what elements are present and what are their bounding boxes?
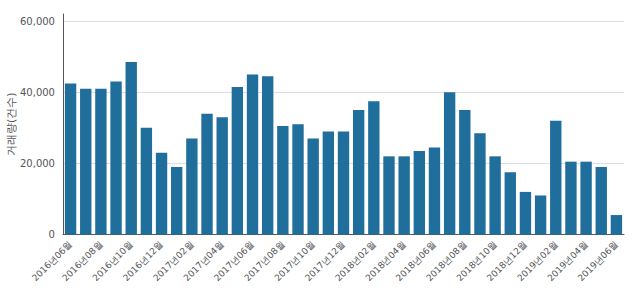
svg-text:2018년10월: 2018년10월 — [454, 239, 499, 284]
svg-text:20,000: 20,000 — [20, 158, 55, 169]
svg-text:2017년02월: 2017년02월 — [151, 239, 196, 284]
svg-text:60,000: 60,000 — [20, 16, 55, 27]
svg-text:2019년02월: 2019년02월 — [515, 239, 560, 284]
svg-text:2017년04월: 2017년04월 — [181, 239, 226, 284]
svg-text:2017년06월: 2017년06월 — [212, 239, 257, 284]
svg-text:2018년12월: 2018년12월 — [484, 239, 529, 284]
svg-text:2018년02월: 2018년02월 — [333, 239, 378, 284]
svg-text:2019년06월: 2019년06월 — [576, 239, 620, 283]
svg-text:2016년12월: 2016년12월 — [121, 239, 166, 284]
svg-text:2018년04월: 2018년04월 — [363, 239, 408, 284]
svg-text:40,000: 40,000 — [20, 87, 55, 98]
svg-text:2019년04월: 2019년04월 — [545, 239, 590, 284]
svg-text:2016년06월: 2016년06월 — [30, 239, 75, 284]
svg-text:2017년12월: 2017년12월 — [303, 239, 347, 284]
svg-text:2017년10월: 2017년10월 — [272, 239, 317, 284]
svg-text:2018년06월: 2018년06월 — [394, 239, 438, 284]
svg-text:2017년08월: 2017년08월 — [242, 239, 287, 284]
svg-text:거래량(건수): 거래량(건수) — [5, 93, 18, 157]
svg-text:2016년08월: 2016년08월 — [60, 239, 105, 284]
svg-text:2018년08월: 2018년08월 — [424, 239, 469, 284]
svg-text:0: 0 — [49, 229, 55, 240]
svg-text:2016년10월: 2016년10월 — [90, 239, 135, 284]
